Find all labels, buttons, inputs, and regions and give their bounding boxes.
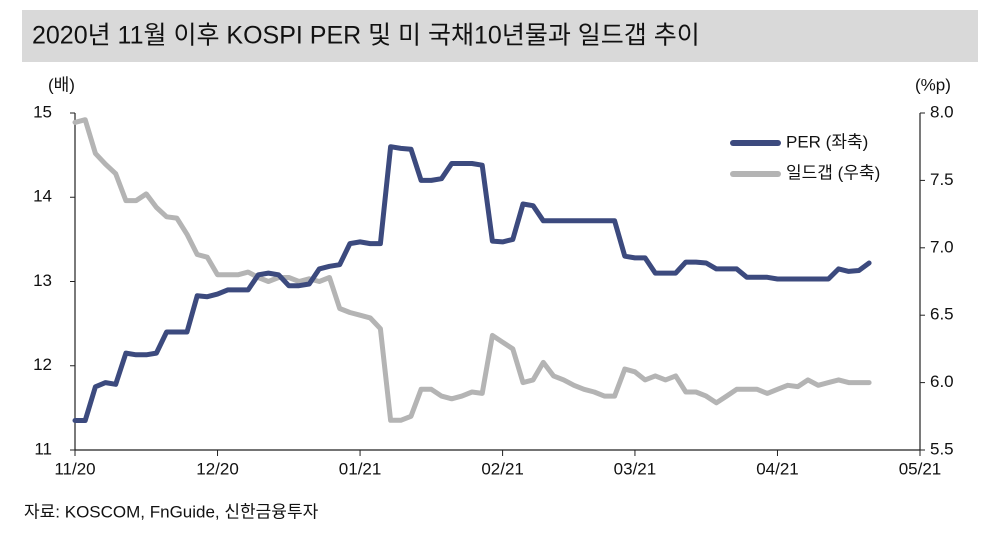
x-tick-label: 12/20 (196, 459, 239, 478)
x-tick-label: 05/21 (899, 459, 942, 478)
chart-title: 2020년 11월 이후 KOSPI PER 및 미 국채10년물과 일드갭 추… (32, 22, 700, 50)
y2-tick-label: 6.5 (930, 305, 954, 324)
legend-label: PER (좌축) (786, 132, 868, 151)
y-tick-label: 15 (33, 102, 52, 121)
y-tick-label: 14 (33, 187, 52, 206)
x-tick-label: 03/21 (614, 459, 657, 478)
y2-tick-label: 8.0 (930, 102, 954, 121)
y2-tick-label: 7.5 (930, 170, 954, 189)
x-tick-label: 01/21 (339, 459, 382, 478)
y2-axis-label: (%p) (915, 75, 951, 94)
y-tick-label: 13 (33, 271, 52, 290)
series-line (72, 117, 872, 423)
y2-tick-label: 6.0 (930, 372, 954, 391)
y-tick-label: 12 (33, 355, 52, 374)
x-tick-label: 04/21 (756, 459, 799, 478)
source: 자료: KOSCOM, FnGuide, 신한금융투자 (24, 502, 319, 521)
series-line (72, 144, 872, 423)
y-axis-label: (배) (48, 75, 75, 94)
x-tick-label: 02/21 (481, 459, 524, 478)
y2-tick-label: 5.5 (930, 439, 954, 458)
title-bar (22, 10, 978, 62)
y2-tick-label: 7.0 (930, 237, 954, 256)
legend-label: 일드갭 (우축) (786, 163, 880, 182)
y-tick-label: 11 (34, 439, 52, 458)
x-tick-label: 11/20 (54, 459, 95, 478)
